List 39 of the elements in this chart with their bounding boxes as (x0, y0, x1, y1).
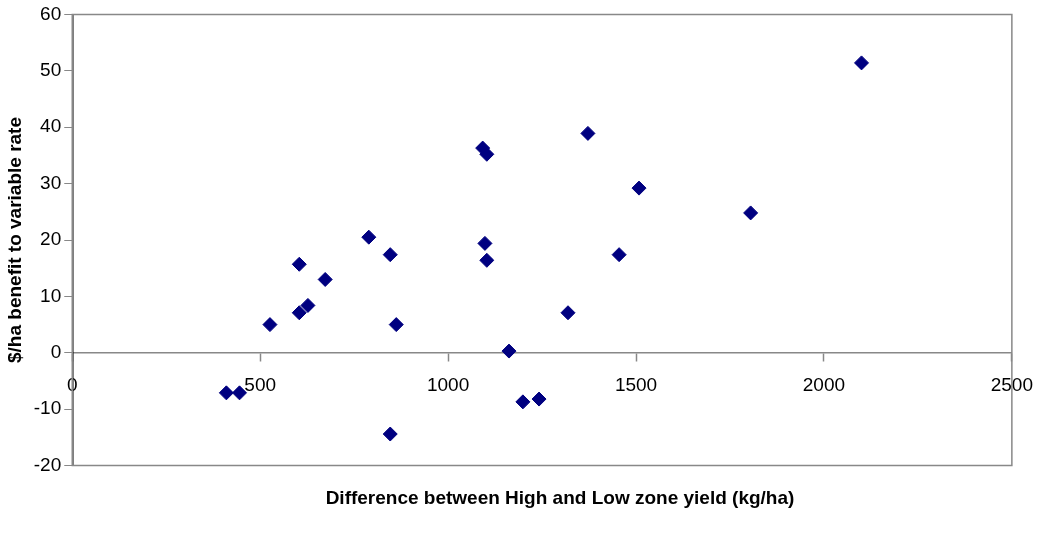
point (501, 343, 517, 359)
point (531, 391, 547, 407)
y-tick-label: 20 (40, 228, 62, 250)
point (291, 305, 307, 321)
point (317, 271, 333, 287)
y-tick-label: 50 (40, 59, 62, 81)
x-tick-label: 1000 (426, 374, 470, 396)
y-tick-label: 60 (40, 2, 62, 24)
point (560, 305, 576, 321)
point (580, 125, 596, 141)
point (300, 297, 316, 313)
x-tick-label: 2000 (802, 374, 846, 396)
y-tick-label: -10 (33, 397, 62, 419)
point (477, 235, 493, 251)
y-tick-label: 0 (50, 341, 62, 363)
point (479, 146, 495, 162)
point (743, 205, 759, 221)
point (262, 317, 278, 333)
x-tick-label: 2500 (990, 374, 1034, 396)
y-tick-label: 40 (40, 115, 62, 137)
point (515, 394, 531, 410)
y-tick-label: 30 (40, 171, 62, 193)
point (611, 247, 627, 263)
point (382, 247, 398, 263)
y-tick-label: -20 (33, 453, 62, 475)
point (361, 229, 377, 245)
point (218, 385, 234, 401)
x-axis-title: Difference between High and Low zone yield (kg/ha) (324, 487, 796, 509)
point (388, 317, 404, 333)
point (479, 252, 495, 268)
point (854, 55, 870, 71)
y-tick-label: 10 (40, 284, 62, 306)
point (382, 426, 398, 442)
x-tick-label: 1500 (614, 374, 658, 396)
point (631, 180, 647, 196)
point (291, 256, 307, 272)
y-axis-title: $/ha benefit to variable rate (3, 116, 25, 364)
x-tick-label: 0 (66, 374, 78, 396)
x-tick-label: 500 (244, 374, 277, 396)
